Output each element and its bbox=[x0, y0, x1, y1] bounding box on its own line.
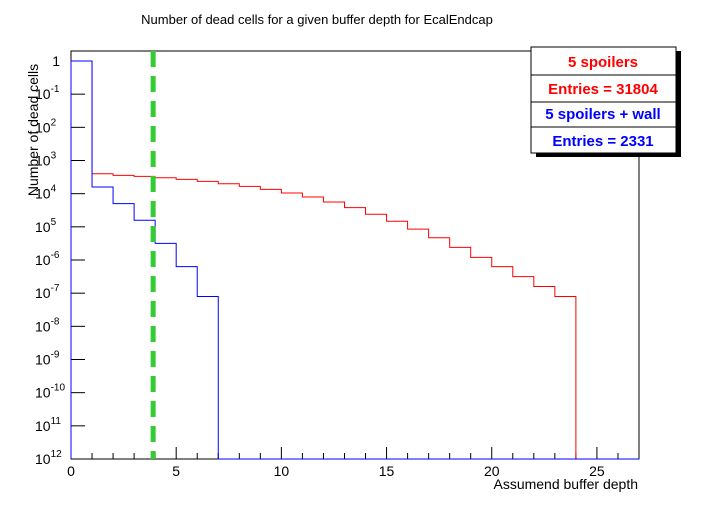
y-axis: 1 10-1 102 103 104 105 10-6 10-7 10-8 10-9 10-10 10… bbox=[35, 53, 85, 467]
x-axis: 0 5 10 15 20 25 bbox=[67, 447, 640, 479]
x-tick-label: 25 bbox=[589, 463, 605, 479]
x-tick-label: 20 bbox=[484, 463, 500, 479]
y-tick-label: 10-10 bbox=[35, 383, 65, 401]
y-tick-label: 104 bbox=[35, 184, 57, 202]
y-tick-label: 10-8 bbox=[35, 316, 60, 334]
legend-entry-5-spoilers-wall: 5 spoilers + wall bbox=[545, 106, 660, 123]
y-tick-label: 102 bbox=[35, 117, 57, 135]
x-tick-label: 0 bbox=[67, 463, 75, 479]
x-tick-label: 5 bbox=[172, 463, 180, 479]
y-tick-label: 10-1 bbox=[35, 84, 60, 102]
y-tick-label: 10-9 bbox=[35, 350, 60, 368]
x-tick-label: 15 bbox=[379, 463, 395, 479]
y-tick-label: 1 bbox=[52, 53, 60, 69]
legend-entry-5-spoilers-count: Entries = 31804 bbox=[548, 81, 658, 98]
y-tick-label: 10-6 bbox=[35, 250, 60, 268]
x-axis-title: Assumend buffer depth bbox=[493, 476, 638, 492]
legend: 5 spoilers Entries = 31804 5 spoilers + … bbox=[530, 46, 681, 157]
x-tick-label: 10 bbox=[274, 463, 290, 479]
y-tick-label: 105 bbox=[35, 217, 57, 235]
legend-entry-5-spoilers: 5 spoilers bbox=[568, 54, 638, 71]
y-tick-label: 1012 bbox=[35, 449, 62, 467]
y-tick-label: 10-7 bbox=[35, 283, 60, 301]
y-axis-title: Number of dead cells bbox=[25, 64, 41, 196]
y-tick-label: 103 bbox=[35, 151, 57, 169]
series-5-spoilers-wall-line bbox=[70, 60, 639, 460]
legend-box bbox=[530, 46, 677, 154]
y-tick-label: 1011 bbox=[35, 416, 61, 434]
chart-title: Number of dead cells for a given buffer … bbox=[141, 12, 493, 27]
legend-entry-5-spoilers-wall-count: Entries = 2331 bbox=[552, 133, 653, 150]
